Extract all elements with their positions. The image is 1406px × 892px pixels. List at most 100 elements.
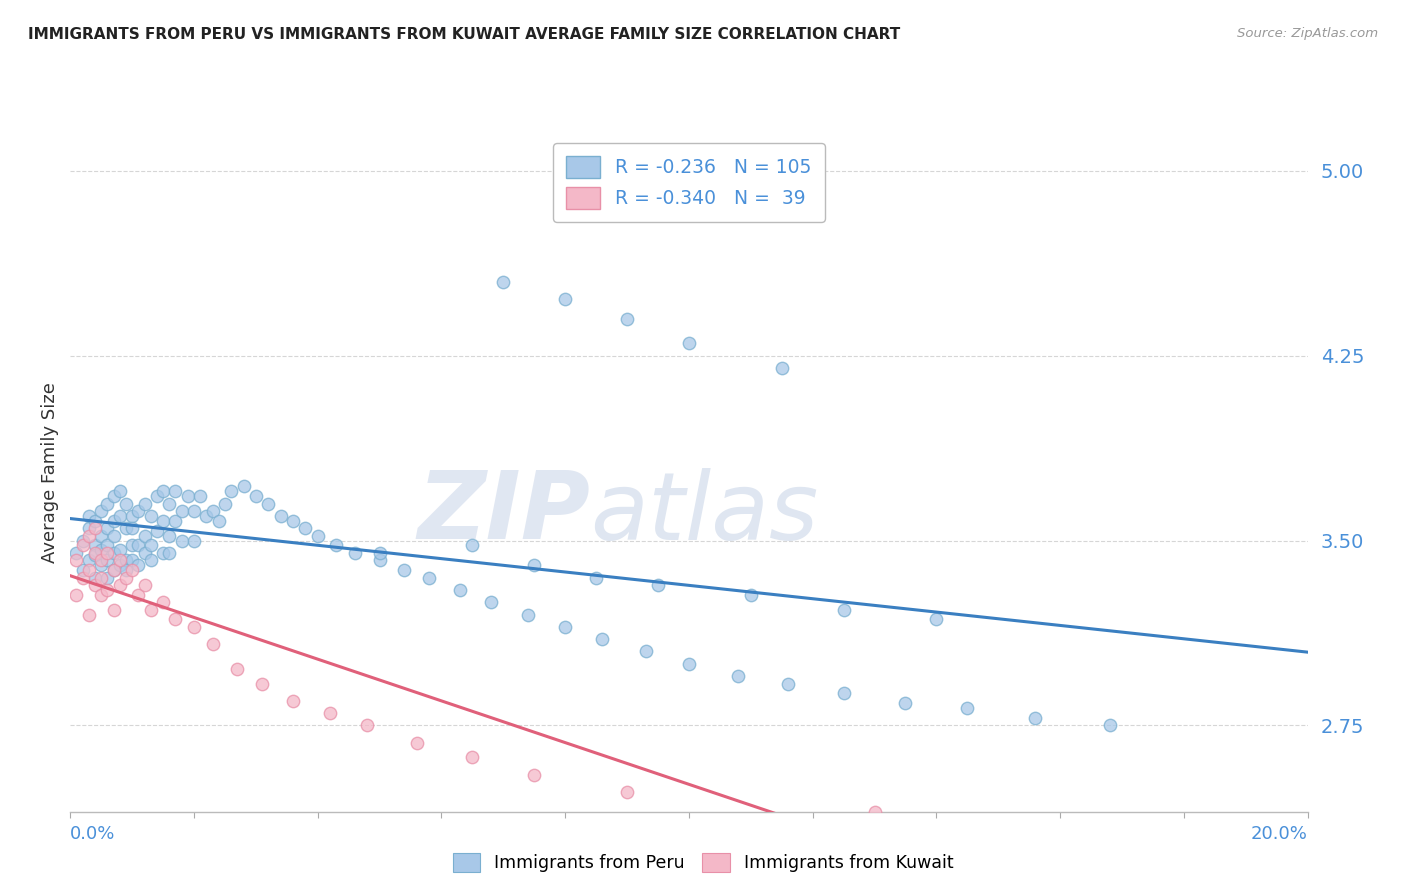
Y-axis label: Average Family Size: Average Family Size <box>41 383 59 563</box>
Point <box>956 701 979 715</box>
Point <box>90 504 112 518</box>
Point <box>165 484 187 499</box>
Point <box>152 514 174 528</box>
Point <box>121 563 143 577</box>
Point <box>863 805 886 819</box>
Point <box>740 588 762 602</box>
Point <box>832 602 855 616</box>
Point <box>325 539 347 553</box>
Point <box>307 528 329 542</box>
Point <box>65 588 87 602</box>
Point <box>127 504 149 518</box>
Point <box>281 694 304 708</box>
Text: Source: ZipAtlas.com: Source: ZipAtlas.com <box>1237 27 1378 40</box>
Point <box>139 539 162 553</box>
Point <box>368 546 391 560</box>
Point <box>177 489 200 503</box>
Point <box>232 479 254 493</box>
Point <box>634 644 657 658</box>
Text: ZIP: ZIP <box>418 467 591 559</box>
Point <box>183 620 205 634</box>
Point <box>77 563 100 577</box>
Point <box>461 750 484 764</box>
Point <box>72 533 94 548</box>
Point <box>157 497 180 511</box>
Point <box>343 546 366 560</box>
Point <box>405 736 427 750</box>
Point <box>127 588 149 602</box>
Point <box>77 508 100 523</box>
Point <box>103 563 125 577</box>
Point <box>84 521 107 535</box>
Point <box>108 578 131 592</box>
Point <box>226 662 249 676</box>
Point <box>294 521 316 535</box>
Point <box>894 696 917 710</box>
Point <box>195 508 218 523</box>
Point <box>84 570 107 584</box>
Point <box>72 563 94 577</box>
Point <box>201 637 224 651</box>
Point <box>616 311 638 326</box>
Point <box>139 508 162 523</box>
Legend: Immigrants from Peru, Immigrants from Kuwait: Immigrants from Peru, Immigrants from Ku… <box>446 846 960 879</box>
Point <box>103 489 125 503</box>
Point <box>523 768 546 782</box>
Point <box>77 553 100 567</box>
Point <box>1098 718 1121 732</box>
Point <box>84 546 107 560</box>
Point <box>108 553 131 567</box>
Point <box>554 292 576 306</box>
Point <box>90 543 112 558</box>
Point <box>1024 711 1046 725</box>
Point <box>84 549 107 563</box>
Point <box>134 578 156 592</box>
Point <box>281 514 304 528</box>
Point <box>134 546 156 560</box>
Point <box>103 602 125 616</box>
Point <box>65 553 87 567</box>
Point <box>65 546 87 560</box>
Point <box>523 558 546 573</box>
Point <box>208 514 231 528</box>
Point <box>134 497 156 511</box>
Text: 20.0%: 20.0% <box>1251 825 1308 843</box>
Point <box>139 553 162 567</box>
Point <box>170 533 193 548</box>
Point <box>115 570 138 584</box>
Point <box>127 558 149 573</box>
Point <box>108 508 131 523</box>
Point <box>90 528 112 542</box>
Point <box>96 546 118 560</box>
Point <box>77 521 100 535</box>
Point <box>554 620 576 634</box>
Point <box>188 489 211 503</box>
Point <box>925 612 948 626</box>
Point <box>152 484 174 499</box>
Point <box>84 578 107 592</box>
Point <box>121 553 143 567</box>
Point <box>146 524 169 538</box>
Point <box>678 657 700 671</box>
Point <box>356 718 378 732</box>
Point <box>250 676 273 690</box>
Text: atlas: atlas <box>591 468 818 559</box>
Point <box>108 484 131 499</box>
Point <box>96 553 118 567</box>
Point <box>96 521 118 535</box>
Point <box>121 508 143 523</box>
Point <box>591 632 613 647</box>
Point <box>115 521 138 535</box>
Point <box>134 528 156 542</box>
Point <box>115 563 138 577</box>
Point <box>257 497 280 511</box>
Point <box>146 489 169 503</box>
Point <box>165 612 187 626</box>
Point <box>152 546 174 560</box>
Point <box>90 558 112 573</box>
Point <box>183 504 205 518</box>
Point <box>270 508 292 523</box>
Point <box>368 553 391 567</box>
Point <box>84 539 107 553</box>
Point <box>170 504 193 518</box>
